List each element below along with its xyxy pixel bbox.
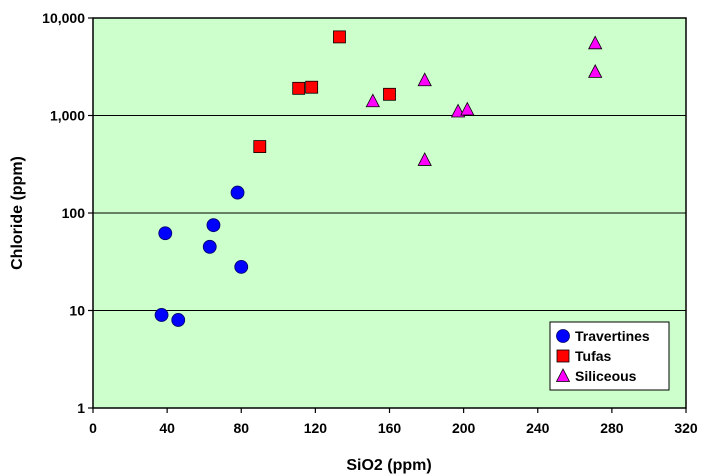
siliceous-point xyxy=(588,64,603,78)
siliceous-point xyxy=(417,72,432,87)
siliceous-point xyxy=(588,35,603,50)
x-tick-label: 160 xyxy=(378,420,402,436)
y-tick-label: 10 xyxy=(69,303,85,319)
y-tick-label: 100 xyxy=(62,205,86,221)
y-tick-label: 1 xyxy=(77,400,85,416)
siliceous-point xyxy=(365,93,380,108)
travertines-point xyxy=(234,260,249,274)
x-tick-label: 200 xyxy=(452,420,476,436)
legend-travertines-label: Travertines xyxy=(575,328,650,344)
tufas-point xyxy=(253,140,267,153)
legend-box xyxy=(549,321,670,391)
tufas-point xyxy=(305,80,319,94)
legend-tufas-marker xyxy=(556,349,570,363)
x-tick-label: 240 xyxy=(526,420,550,436)
tufas-point xyxy=(292,81,306,95)
x-axis-title: SiO2 (ppm) xyxy=(346,457,431,474)
legend-siliceous-marker xyxy=(555,368,571,382)
x-tick-label: 280 xyxy=(600,420,624,436)
y-tick-label: 10,000 xyxy=(42,10,85,26)
travertines-point xyxy=(154,308,169,322)
legend-siliceous-label: Siliceous xyxy=(575,368,637,384)
travertines-point xyxy=(171,313,186,327)
legend-tufas-label: Tufas xyxy=(575,348,612,364)
legend-travertines-marker xyxy=(556,329,570,343)
data-points xyxy=(154,30,603,327)
x-ticks: 0 40 80 120 160 200 240 280 320 xyxy=(89,408,698,436)
travertines-point xyxy=(202,239,217,254)
x-tick-label: 80 xyxy=(233,420,249,436)
x-tick-label: 0 xyxy=(89,420,97,436)
y-axis-title: Chloride (ppm) xyxy=(9,156,26,270)
legend: Travertines Tufas Siliceous xyxy=(549,321,670,391)
x-tick-label: 40 xyxy=(159,420,175,436)
x-tick-label: 120 xyxy=(304,420,328,436)
y-tick-label: 1,000 xyxy=(50,108,85,124)
tufas-point xyxy=(383,87,396,101)
travertines-point xyxy=(158,226,173,241)
siliceous-point xyxy=(460,101,475,116)
y-ticks: 1 10 100 1,000 10,000 xyxy=(42,10,93,416)
siliceous-point xyxy=(417,152,432,166)
x-tick-label: 320 xyxy=(674,420,698,436)
grid-lines xyxy=(93,115,686,311)
travertines-point xyxy=(206,218,221,233)
tufas-point xyxy=(333,30,346,44)
travertines-point xyxy=(230,185,245,200)
